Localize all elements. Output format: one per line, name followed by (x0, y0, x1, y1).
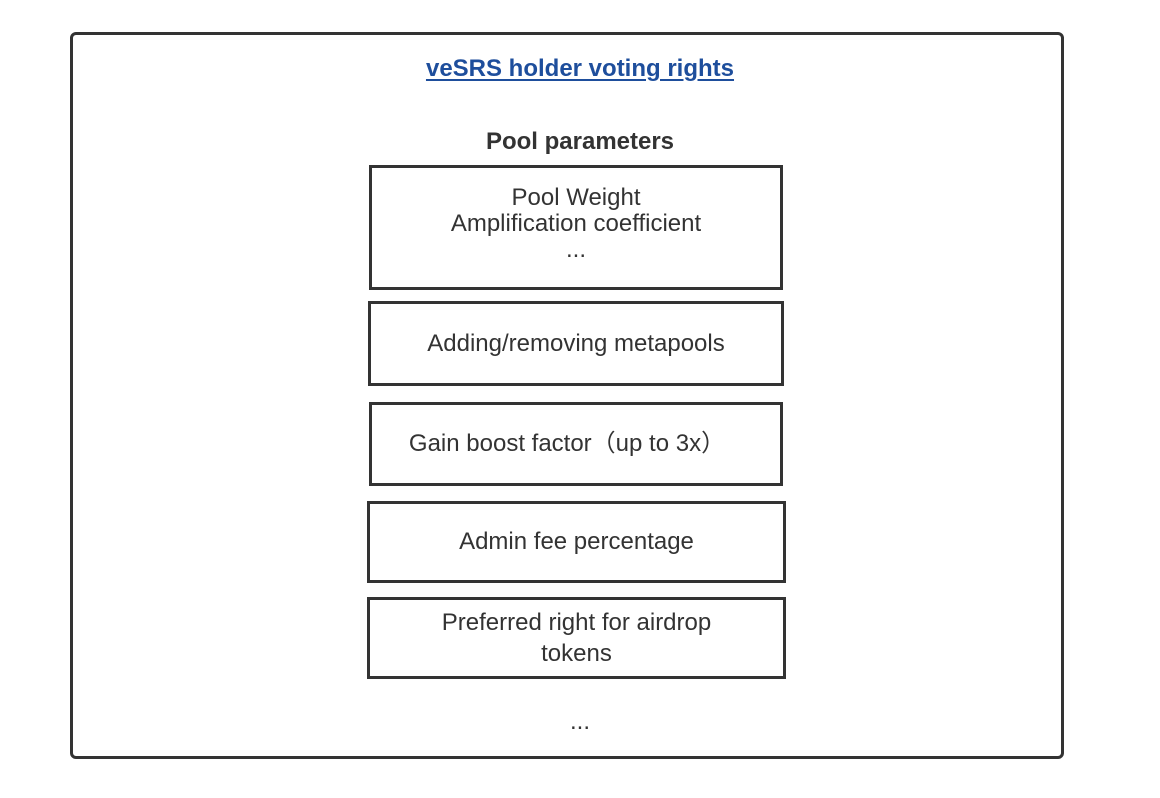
box-gain-boost: Gain boost factor（up to 3x） (369, 402, 783, 486)
box-line: ... (565, 235, 586, 263)
trailing-ellipsis: ... (569, 708, 590, 735)
pool-parameters-heading: Pool parameters (485, 128, 675, 155)
box-line: Amplification coefficient (450, 209, 702, 237)
box-line: Preferred right for airdrop (441, 609, 712, 636)
box-metapools: Adding/removing metapools (368, 301, 784, 386)
box-line: Adding/removing metapools (427, 329, 725, 357)
box-pool-weight: Pool Weight Amplification coefficient ..… (369, 165, 783, 290)
box-line: Pool Weight (511, 183, 641, 211)
box-admin-fee: Admin fee percentage (367, 501, 786, 583)
box-line: Gain boost factor（up to 3x） (408, 430, 726, 457)
title-link[interactable]: veSRS holder voting rights (425, 55, 735, 82)
box-airdrop: Preferred right for airdrop tokens (367, 597, 786, 679)
box-line: tokens (541, 640, 612, 667)
box-line: Admin fee percentage (459, 528, 694, 555)
